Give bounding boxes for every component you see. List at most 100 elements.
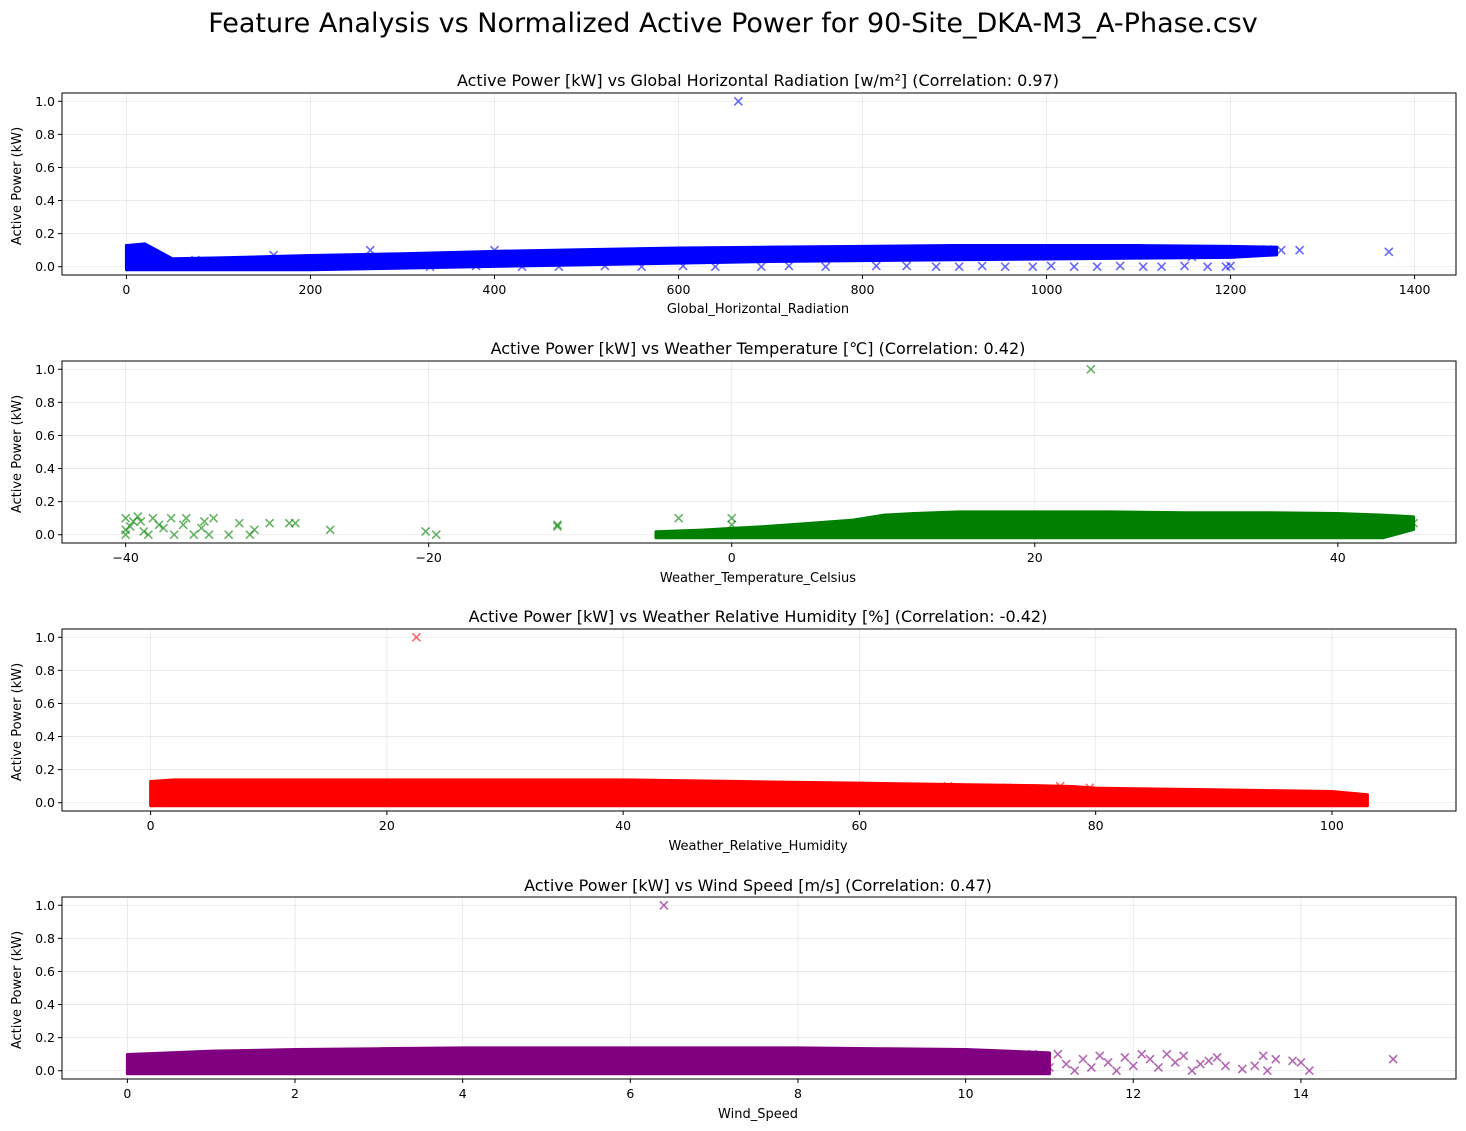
x-tick-label: 8 [794, 1086, 802, 1101]
scatter-point [1132, 246, 1142, 256]
x-tick-label: 10 [958, 1086, 974, 1101]
scatter-point [554, 262, 564, 272]
scatter-point [727, 520, 737, 530]
scatter-point [196, 523, 206, 533]
y-tick-label: 0.2 [35, 1030, 55, 1045]
scatter-point [1304, 1066, 1314, 1076]
scatter-point [1202, 262, 1213, 272]
x-tick-label: 600 [667, 282, 691, 297]
scatter-point [1138, 262, 1148, 272]
x-tick-label: 0 [728, 550, 736, 565]
subplot-title: Active Power [kW] vs Weather Temperature… [491, 339, 1026, 358]
scatter-point [1195, 1059, 1205, 1069]
x-tick-label: 1200 [1215, 282, 1247, 297]
x-tick-label: 100 [1320, 818, 1344, 833]
scatter-point [1011, 1052, 1021, 1063]
scatter-point [1401, 515, 1411, 525]
scatter-point [125, 521, 135, 532]
scatter-point [1384, 247, 1394, 257]
y-tick-label: 0.6 [35, 160, 55, 175]
scatter-point [710, 262, 720, 272]
scatter-point [1046, 261, 1056, 271]
y-tick-label: 0.6 [35, 428, 55, 443]
scatter-point [139, 526, 149, 536]
scatter-point [600, 261, 610, 271]
scatter-point [1212, 1052, 1222, 1063]
scatter-point [1145, 1054, 1155, 1064]
y-tick-label: 0.6 [35, 964, 55, 979]
y-tick-label: 1.0 [35, 898, 55, 913]
y-tick-label: 1.0 [35, 362, 55, 377]
x-tick-label: 40 [615, 818, 631, 833]
scatter-point [166, 513, 176, 523]
scatter-point [733, 96, 743, 106]
subplot-title: Active Power [kW] vs Wind Speed [m/s] (C… [524, 876, 992, 895]
scatter-point [1271, 1054, 1281, 1064]
scatter-point [1237, 1064, 1247, 1074]
scatter-point [1028, 1049, 1038, 1059]
x-axis-label: Global_Horizontal_Radiation [667, 302, 849, 317]
scatter-point [204, 530, 214, 540]
scatter-point [1086, 364, 1096, 374]
scatter-point [1262, 244, 1272, 254]
y-tick-label: 0.4 [35, 461, 55, 476]
x-tick-label: −40 [112, 550, 138, 565]
axes-frame [61, 360, 1457, 544]
scatter-point [169, 781, 179, 791]
scatter-point [1061, 1059, 1071, 1069]
scatter-point [658, 530, 669, 540]
y-tick-label: 0.2 [35, 762, 55, 777]
scatter-point [678, 261, 688, 271]
scatter-point [1137, 1049, 1147, 1059]
scatter-point [245, 530, 255, 540]
x-tick-label: 4 [459, 1086, 467, 1101]
scatter-point [199, 516, 209, 527]
x-tick-label: 400 [483, 282, 507, 297]
y-tick-label: 0.4 [35, 729, 55, 744]
scatter-point [265, 518, 275, 528]
scatter-point [1153, 1062, 1163, 1072]
scatter-point [1170, 1057, 1180, 1068]
scatter-point [1287, 1056, 1298, 1066]
scatter-point [1187, 252, 1197, 262]
x-tick-label: 20 [1027, 550, 1043, 565]
scatter-point [1086, 1062, 1096, 1072]
y-tick-label: 1.0 [35, 630, 55, 645]
scatter-point [1226, 261, 1236, 271]
x-tick-label: 1400 [1399, 282, 1431, 297]
axes-frame [61, 92, 1457, 276]
scatter-point [943, 781, 953, 791]
scatter-point [325, 525, 335, 535]
scatter-point [1258, 1051, 1268, 1061]
scatter-point [189, 530, 199, 540]
scatter-point [208, 513, 219, 523]
axes-frame [61, 628, 1457, 812]
scatter-point [154, 520, 164, 530]
scatter-point [1036, 1056, 1046, 1066]
scatter-point [169, 530, 179, 540]
scatter-point [365, 245, 375, 255]
scatter-point [871, 261, 881, 271]
scatter-point [284, 518, 294, 528]
x-tick-label: 80 [1088, 818, 1104, 833]
scatter-point [821, 262, 831, 272]
scatter-point [727, 513, 737, 523]
scatter-point [425, 262, 435, 272]
y-tick-label: 0.4 [35, 193, 55, 208]
scatter-point [224, 530, 234, 540]
scatter-point [471, 261, 481, 271]
scatter-point [1053, 1049, 1063, 1059]
scatter-point [902, 261, 912, 271]
scatter-point [1276, 245, 1286, 255]
scatter-point [1262, 1066, 1272, 1076]
y-axis-label: Active Power (kW) [10, 395, 25, 513]
scatter-point [1128, 1061, 1138, 1071]
scatter-point [1095, 1051, 1105, 1061]
y-tick-label: 0.0 [35, 527, 55, 542]
dense-point-cluster [125, 1046, 1051, 1076]
subplot-radiation: Active Power [kW] vs Global Horizontal R… [10, 71, 1457, 317]
scatter-point [178, 520, 188, 530]
scatter-point [1187, 1066, 1197, 1076]
y-tick-label: 1.0 [35, 94, 55, 109]
scatter-point [1120, 1052, 1130, 1063]
